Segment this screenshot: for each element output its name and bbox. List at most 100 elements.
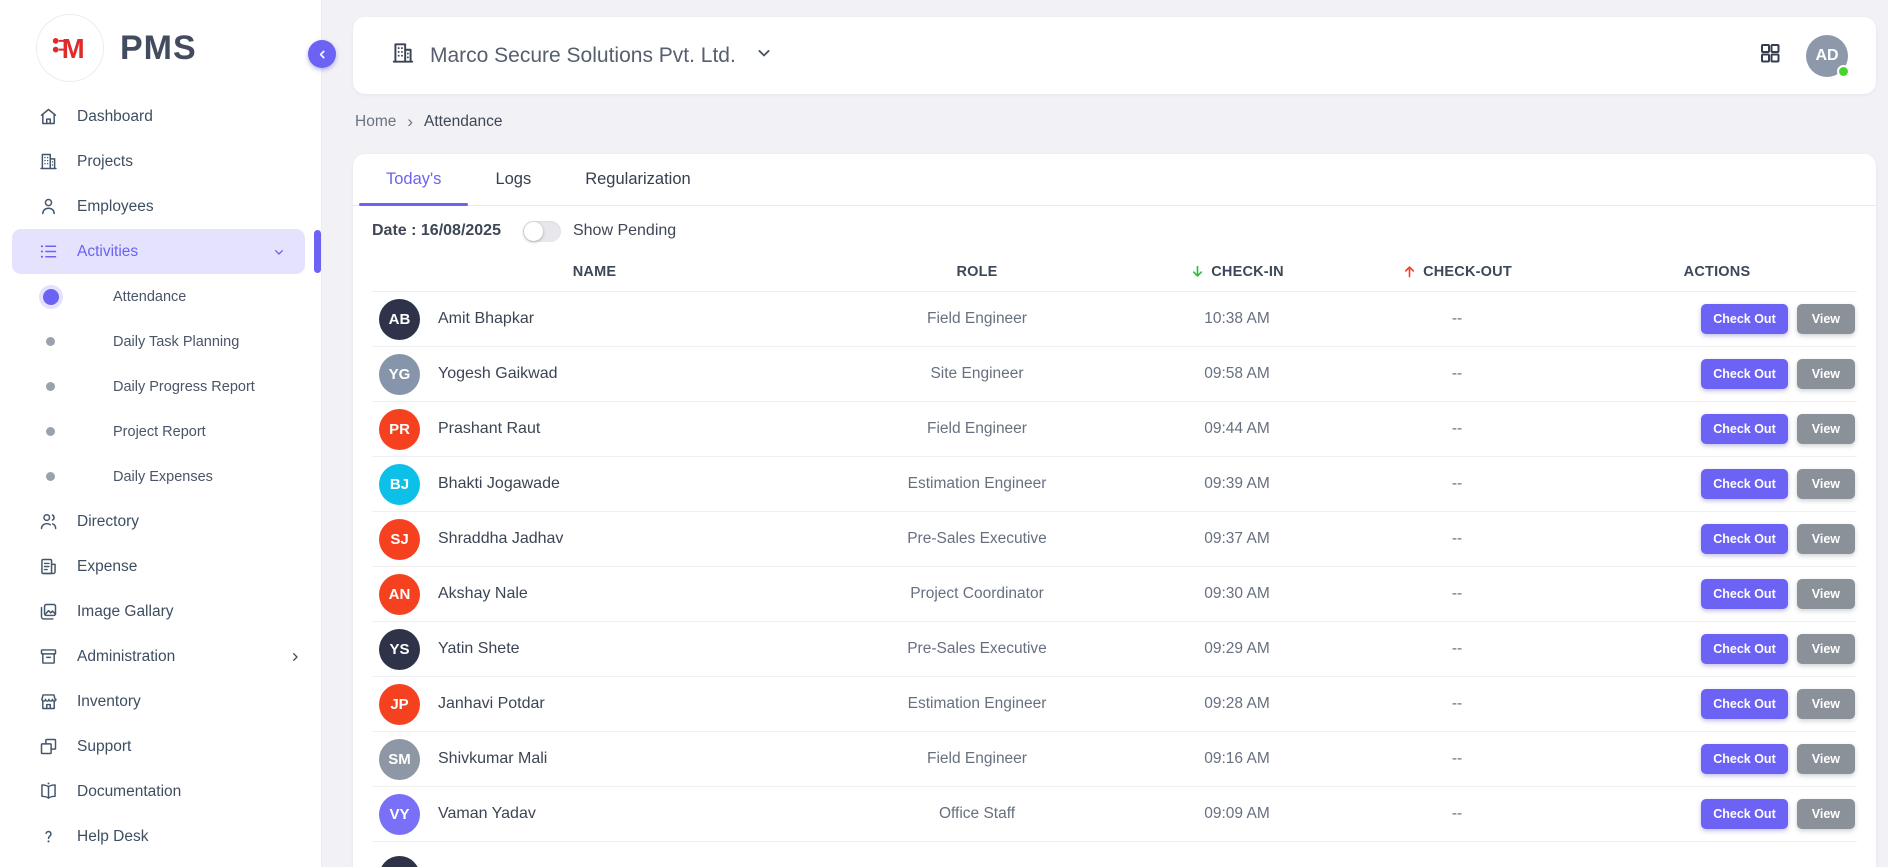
view-button[interactable]: View — [1796, 524, 1855, 554]
tab-today-s[interactable]: Today's — [359, 154, 469, 206]
sidebar-item-dashboard[interactable]: Dashboard — [0, 94, 321, 139]
check-in-time: 09:44 AM — [1204, 420, 1270, 437]
column-header-role[interactable]: ROLE — [956, 263, 998, 280]
help-desk-icon — [38, 826, 62, 847]
sidebar-item-image-gallary[interactable]: Image Gallary — [0, 589, 321, 634]
expense-icon — [38, 556, 62, 577]
employee-avatar: JP — [379, 683, 420, 725]
sidebar-item-support[interactable]: Support — [0, 724, 321, 769]
check-out-button[interactable]: Check Out — [1701, 469, 1788, 499]
sidebar-item-administration[interactable]: Administration — [0, 634, 321, 679]
view-button[interactable]: View — [1796, 359, 1855, 389]
employee-avatar: VY — [379, 793, 420, 835]
sidebar-item-label: Administration — [77, 647, 176, 665]
company-name: Marco Secure Solutions Pvt. Ltd. — [430, 43, 736, 67]
breadcrumb-separator-icon: › — [407, 112, 414, 131]
view-button[interactable]: View — [1796, 414, 1855, 444]
tab-logs[interactable]: Logs — [495, 170, 532, 188]
view-button[interactable]: View — [1796, 799, 1855, 829]
check-out-button[interactable]: Check Out — [1701, 304, 1788, 334]
tabs-bar: Today's Logs Regularization — [353, 154, 1876, 206]
sidebar-subitem-daily-expenses[interactable]: Daily Expenses — [0, 454, 321, 499]
sidebar-item-documentation[interactable]: Documentation — [0, 769, 321, 814]
table-row: PR Prashant Raut Field Engineer 09:44 AM -- C… — [372, 402, 1857, 457]
sidebar-subitem-label: Daily Expenses — [113, 468, 213, 485]
sidebar-item-projects[interactable]: Projects — [0, 139, 321, 184]
documentation-icon — [38, 781, 62, 802]
svg-text:M: M — [62, 33, 85, 64]
employee-role: Estimation Engineer — [907, 475, 1047, 492]
sidebar-item-label: Activities — [77, 242, 139, 260]
directory-icon — [38, 511, 62, 532]
check-out-button[interactable]: Check Out — [1701, 359, 1788, 389]
check-out-button[interactable]: Check Out — [1701, 414, 1788, 444]
check-out-button[interactable]: Check Out — [1701, 744, 1788, 774]
employee-name: Yatin Shete — [438, 640, 520, 657]
sidebar-item-employees[interactable]: Employees — [0, 184, 321, 229]
sidebar-item-label: Employees — [77, 197, 154, 215]
main-area: Marco Secure Solutions Pvt. Ltd. AD Home… — [322, 0, 1888, 867]
check-out-button[interactable]: Check Out — [1701, 799, 1788, 829]
view-button[interactable]: View — [1796, 304, 1855, 334]
show-pending-toggle[interactable] — [522, 220, 561, 242]
sidebar-item-directory[interactable]: Directory — [0, 499, 321, 544]
sidebar-nav: Dashboard Projects Employees Activities Atte… — [0, 90, 321, 859]
bullet-dot-icon — [42, 472, 59, 481]
breadcrumb-home[interactable]: Home — [355, 113, 397, 130]
check-in-time: 09:29 AM — [1204, 640, 1270, 657]
sidebar-item-help-desk[interactable]: Help Desk — [0, 814, 321, 859]
column-header-check-in[interactable]: CHECK-IN — [1137, 264, 1337, 280]
dashboard-icon — [38, 106, 62, 127]
sidebar-subitem-attendance[interactable]: Attendance — [0, 274, 321, 319]
sort-down-arrow-icon — [1190, 264, 1205, 279]
employees-icon — [38, 196, 62, 217]
check-out-button[interactable]: Check Out — [1701, 689, 1788, 719]
view-button[interactable]: View — [1796, 689, 1855, 719]
apps-grid-icon[interactable] — [1758, 41, 1782, 70]
sidebar-item-expense[interactable]: Expense — [0, 544, 321, 589]
column-header-name[interactable]: NAME — [572, 263, 617, 280]
sidebar-item-label: Expense — [77, 557, 138, 575]
check-out-button[interactable]: Check Out — [1701, 524, 1788, 554]
employee-avatar: SJ — [379, 518, 420, 560]
company-selector[interactable]: Marco Secure Solutions Pvt. Ltd. — [390, 40, 774, 71]
sidebar-subitem-daily-task-planning[interactable]: Daily Task Planning — [0, 319, 321, 364]
sidebar-item-inventory[interactable]: Inventory — [0, 679, 321, 724]
chevron-down-icon — [271, 244, 287, 260]
table-row: SJ Shraddha Jadhav Pre-Sales Executive 09:3… — [372, 512, 1857, 567]
show-pending-label: Show Pending — [572, 222, 677, 239]
check-in-time: 09:58 AM — [1204, 365, 1270, 382]
sidebar-subitem-daily-progress-report[interactable]: Daily Progress Report — [0, 364, 321, 409]
tab-regularization[interactable]: Regularization — [585, 170, 691, 188]
employee-avatar: AB — [379, 298, 420, 340]
sidebar-subitem-project-report[interactable]: Project Report — [0, 409, 321, 454]
check-out-time: -- — [1451, 750, 1463, 767]
check-out-button[interactable]: Check Out — [1701, 579, 1788, 609]
view-button[interactable]: View — [1796, 469, 1855, 499]
check-out-button[interactable]: Check Out — [1701, 634, 1788, 664]
sidebar-item-label: Inventory — [77, 692, 141, 710]
table-header-row: NAME ROLE CHECK-IN CHECK-OUT ACTIONS — [372, 252, 1857, 292]
user-avatar[interactable]: AD — [1806, 34, 1850, 78]
check-out-time: -- — [1451, 585, 1463, 602]
sort-up-arrow-icon — [1402, 264, 1417, 279]
employee-role: Estimation Engineer — [907, 695, 1047, 712]
topbar-right: AD — [1758, 34, 1850, 78]
check-in-time: 09:39 AM — [1204, 475, 1270, 492]
sidebar-subitem-label: Project Report — [113, 423, 206, 440]
view-button[interactable]: View — [1796, 579, 1855, 609]
column-header-check-out[interactable]: CHECK-OUT — [1337, 264, 1577, 280]
sidebar-item-activities[interactable]: Activities — [12, 229, 321, 274]
attendance-panel: Today's Logs Regularization Date : 16/08/2… — [353, 154, 1876, 867]
check-in-time: 09:30 AM — [1204, 585, 1270, 602]
projects-icon — [38, 151, 62, 172]
table-row: BJ Bhakti Jogawade Estimation Engineer 09:3… — [372, 457, 1857, 512]
sidebar-item-label: Image Gallary — [77, 602, 174, 620]
view-button[interactable]: View — [1796, 744, 1855, 774]
table-row: YS Yatin Shete Pre-Sales Executive 09:29 AM… — [372, 622, 1857, 677]
table-row: AN Akshay Nale Project Coordinator 09:30 AM… — [372, 567, 1857, 622]
check-out-time: -- — [1451, 475, 1463, 492]
online-status-dot — [1837, 64, 1850, 78]
sidebar-collapse-button[interactable] — [308, 40, 336, 68]
view-button[interactable]: View — [1796, 634, 1855, 664]
